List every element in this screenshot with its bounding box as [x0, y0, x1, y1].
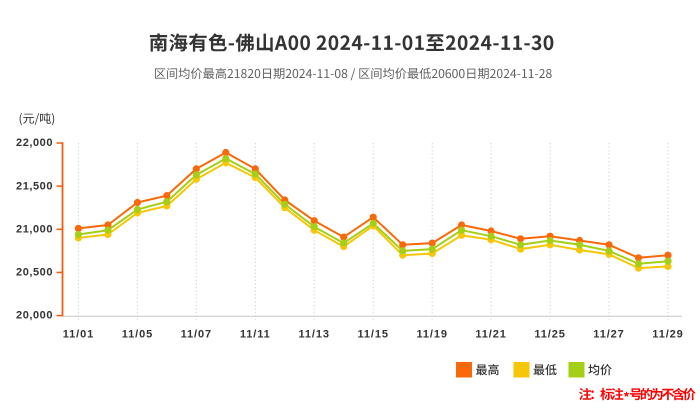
svg-text:11/15: 11/15 — [357, 329, 388, 341]
svg-text:11/01: 11/01 — [63, 329, 94, 341]
svg-text:20,000: 20,000 — [16, 310, 53, 322]
svg-text:11/25: 11/25 — [534, 329, 565, 341]
svg-text:20,500: 20,500 — [16, 267, 53, 279]
svg-text:21,500: 21,500 — [16, 180, 53, 192]
svg-text:11/21: 11/21 — [475, 329, 506, 341]
svg-text:11/07: 11/07 — [181, 329, 212, 341]
svg-text:11/13: 11/13 — [298, 329, 329, 341]
svg-text:22,000: 22,000 — [16, 137, 53, 149]
svg-text:11/19: 11/19 — [416, 329, 447, 341]
svg-text:21,000: 21,000 — [16, 223, 53, 235]
svg-text:11/11: 11/11 — [240, 329, 271, 341]
svg-text:11/05: 11/05 — [122, 329, 153, 341]
svg-text:11/27: 11/27 — [593, 329, 624, 341]
svg-text:11/29: 11/29 — [652, 329, 683, 341]
